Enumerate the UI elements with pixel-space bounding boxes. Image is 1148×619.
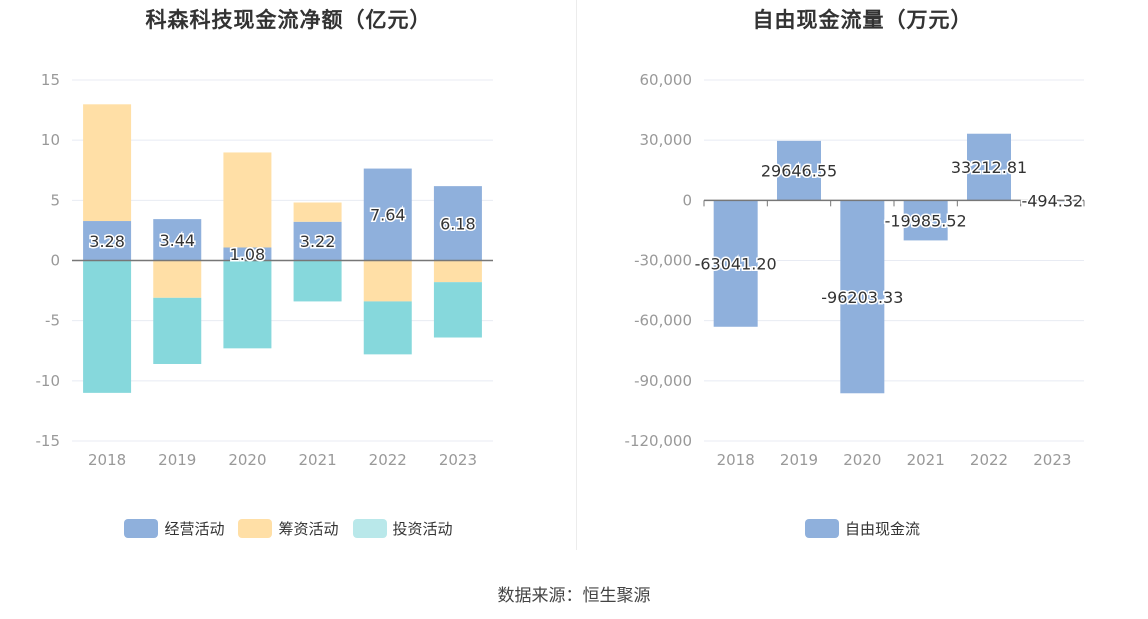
y-tick-label: 5 [50, 191, 60, 209]
y-tick-label: 10 [41, 131, 60, 149]
bar-investing [293, 260, 342, 302]
panel-divider [576, 0, 577, 550]
bar-investing [223, 260, 272, 349]
x-tick-label: 2019 [158, 451, 196, 469]
legend-label: 筹资活动 [278, 520, 339, 538]
legend-label: 经营活动 [164, 520, 225, 538]
x-tick-label: 2018 [88, 451, 126, 469]
data-label: -19985.52 [885, 211, 967, 230]
data-label: 33212.81 [951, 158, 1027, 177]
data-label: 6.18 [440, 214, 476, 233]
legend-item-free-cash-flow[interactable]: 自由现金流 [804, 518, 920, 539]
legend-item-operating[interactable]: 经营活动 [124, 518, 224, 539]
y-tick-label: 60,000 [640, 71, 693, 89]
legend-swatch [124, 519, 159, 538]
chart-title: 自由现金流量（万元） [752, 8, 973, 32]
bar-free-cash-flow [840, 200, 885, 394]
data-label: 3.44 [159, 231, 195, 250]
legend-label: 自由现金流 [844, 520, 920, 538]
bar-financing [153, 260, 202, 298]
chart-title: 科森科技现金流净额（亿元） [145, 8, 432, 32]
bar-free-cash-flow [903, 200, 948, 241]
x-tick-label: 2023 [1033, 451, 1071, 469]
data-source-note: 数据来源：恒生聚源 [497, 586, 651, 606]
bar-investing [83, 260, 132, 393]
bar-free-cash-flow [967, 133, 1011, 201]
y-tick-label: 15 [41, 71, 60, 89]
x-tick-label: 2022 [369, 451, 407, 469]
legend-label: 投资活动 [392, 520, 453, 538]
y-tick-label: -90,000 [634, 372, 692, 390]
bar-financing [363, 260, 412, 302]
legend-swatch [804, 519, 839, 538]
cash-flow-net-chart: 科森科技现金流净额（亿元） 15 10 5 0 -5 -10 -15 3.28 3.44 1.08… [0, 0, 577, 560]
bar-investing [153, 297, 202, 364]
data-label: 3.22 [300, 232, 336, 251]
data-label: -63041.20 [695, 255, 777, 274]
legend-item-investing[interactable]: 投资活动 [352, 518, 453, 539]
free-cash-flow-chart: 自由现金流量（万元） 60,000 30,000 0 -30,000 -60,000 -9… [577, 0, 1148, 560]
y-tick-label: -30,000 [634, 252, 692, 270]
y-tick-label: 30,000 [640, 131, 693, 149]
data-label: 7.64 [370, 206, 406, 225]
bar-free-cash-flow [713, 200, 758, 327]
y-tick-label: -15 [36, 432, 61, 450]
y-tick-label: -10 [36, 372, 61, 390]
data-label: -494.32 [1021, 191, 1083, 210]
legend-item-financing[interactable]: 筹资活动 [238, 518, 339, 539]
y-tick-label: -60,000 [634, 312, 692, 330]
bar-investing [433, 282, 482, 338]
x-tick-label: 2020 [228, 451, 266, 469]
x-tick-label: 2018 [717, 451, 755, 469]
data-label: 3.28 [89, 232, 125, 251]
bar-financing [293, 202, 342, 222]
y-tick-label: 0 [50, 252, 60, 270]
x-tick-label: 2022 [970, 451, 1008, 469]
legend: 经营活动 筹资活动 投资活动 [0, 518, 577, 539]
x-tick-label: 2020 [843, 451, 881, 469]
bar-operating [153, 219, 202, 261]
data-label: 29646.55 [761, 162, 837, 181]
bar-operating [363, 168, 412, 261]
legend-swatch [238, 519, 273, 538]
legend: 自由现金流 [577, 518, 1148, 539]
y-tick-label: -5 [45, 312, 60, 330]
bar-operating [433, 186, 482, 261]
data-label: -96203.33 [821, 288, 903, 307]
bar-free-cash-flow [777, 140, 821, 201]
bar-financing [83, 104, 132, 222]
bar-financing [433, 260, 482, 283]
cash-flow-net-plot: 15 10 5 0 -5 -10 -15 3.28 3.44 1.08 3.22 7.64 6.18 20… [36, 71, 493, 469]
bar-financing [223, 152, 272, 248]
x-tick-label: 2023 [439, 451, 477, 469]
bar-investing [363, 301, 412, 355]
x-tick-label: 2019 [780, 451, 818, 469]
y-tick-label: -120,000 [625, 432, 692, 450]
x-tick-label: 2021 [907, 451, 945, 469]
legend-swatch [352, 519, 387, 538]
x-tick-label: 2021 [298, 451, 336, 469]
bar-operating [83, 221, 132, 261]
bar-operating [223, 247, 272, 261]
free-cash-flow-plot: 60,000 30,000 0 -30,000 -60,000 -90,000 -120,0… [625, 71, 1085, 469]
bar-operating [293, 221, 342, 261]
y-tick-label: 0 [682, 191, 692, 209]
data-label: 1.08 [230, 245, 266, 264]
